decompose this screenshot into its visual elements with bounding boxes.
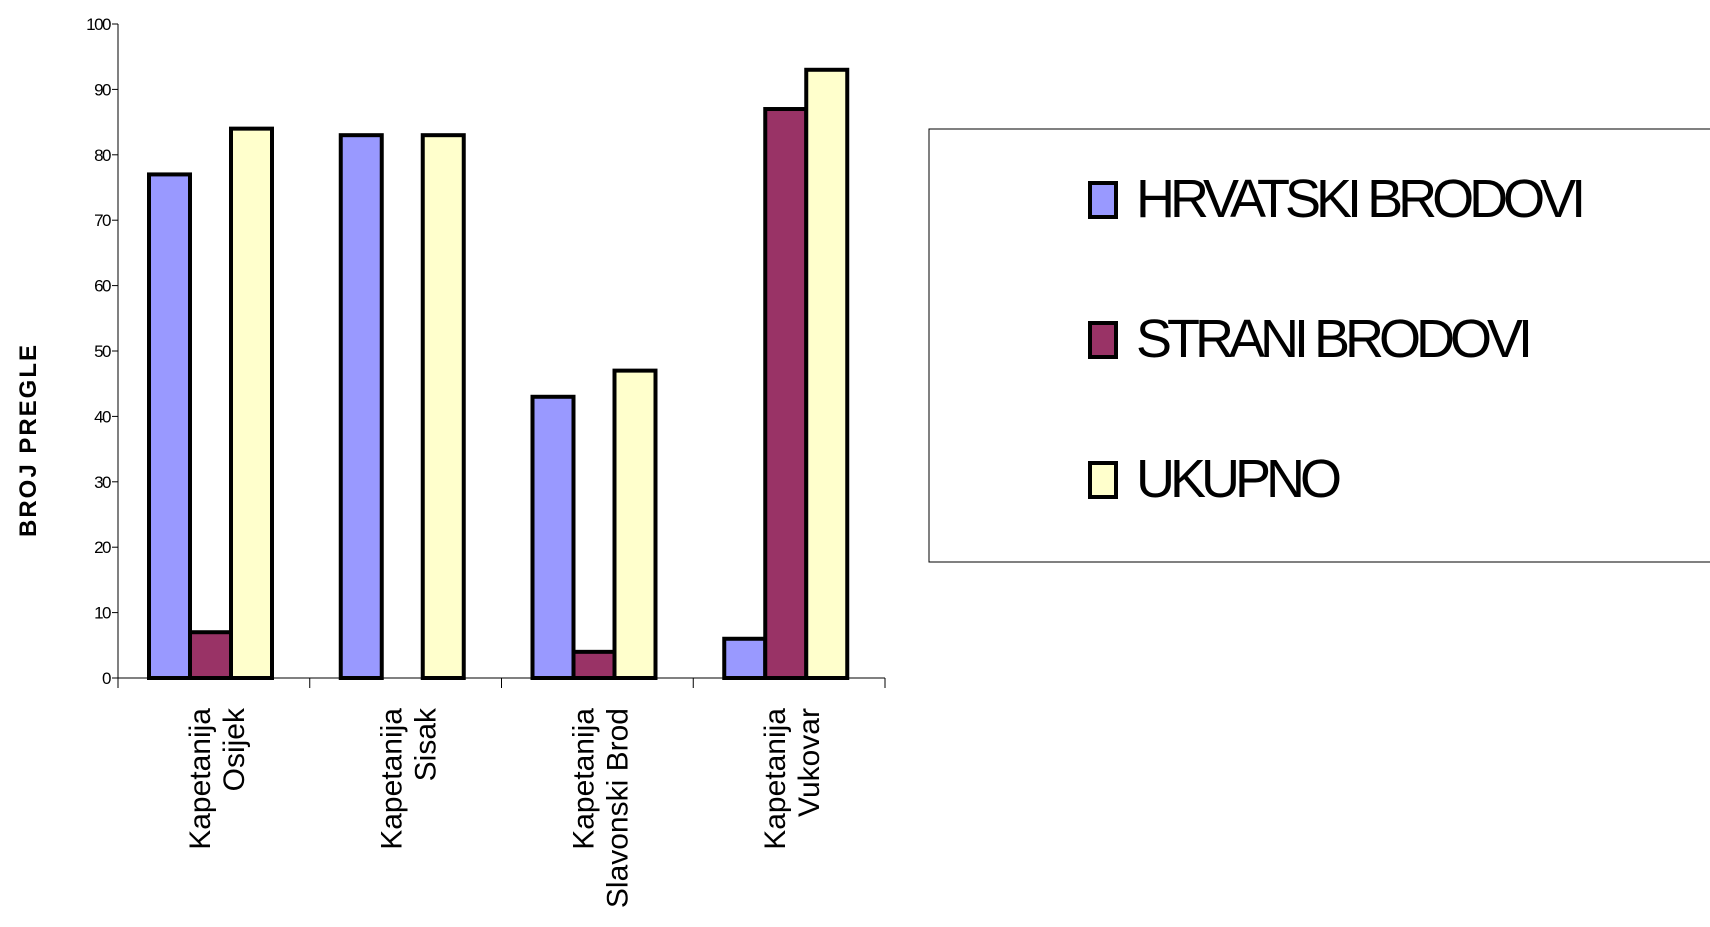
category-label: Kapetanija Sisak [376, 707, 443, 850]
bar [763, 107, 809, 680]
y-tick-label: 30 [94, 473, 111, 492]
category-label: Kapetanija Osijek [184, 707, 251, 850]
category-label-line: Kapetanija [567, 708, 600, 850]
bar [338, 133, 384, 680]
bar [804, 67, 850, 680]
bar [229, 126, 274, 680]
y-tick-label: 70 [94, 211, 111, 230]
y-tick-label: 40 [94, 407, 111, 426]
y-tick-labels: 0 10 20 30 40 50 60 70 80 90 100 [86, 15, 112, 688]
legend-label: UKUPNO [1136, 449, 1340, 509]
bars [147, 67, 850, 681]
category-label-line: Vukovar [793, 708, 826, 817]
legend-item: STRANI BRODOVI [1088, 309, 1534, 369]
legend-item: UKUPNO [1088, 449, 1345, 509]
category-label: Kapetanija Slavonski Brod [567, 708, 634, 908]
legend-swatch [1088, 461, 1118, 499]
bar [147, 172, 192, 680]
category-labels: Kapetanija Osijek Kapetanija Sisak Kapetanij… [184, 707, 826, 908]
bar [612, 368, 658, 680]
category-label-line: Kapetanija [759, 708, 792, 850]
y-tick-label: 90 [94, 80, 111, 99]
y-tick-label: 100 [86, 15, 111, 34]
legend-swatch [1088, 321, 1118, 359]
bar [530, 394, 576, 680]
category-label-line: Slavonski Brod [601, 708, 634, 908]
y-tick-label: 20 [94, 538, 111, 557]
category-label-line: Osijek [218, 707, 251, 791]
bar [722, 636, 768, 681]
category-label-line: Sisak [410, 707, 443, 781]
y-tick-label: 80 [94, 146, 111, 165]
bar [420, 133, 466, 680]
y-tick-label: 60 [94, 277, 111, 296]
category-label-line: Kapetanija [376, 708, 409, 850]
y-axis-label: BROJ PREGLE [15, 343, 42, 537]
legend-box [928, 128, 1710, 563]
legend-swatch [1088, 181, 1118, 219]
bar [188, 630, 233, 680]
y-tick-label: 50 [94, 342, 111, 361]
legend: HRVATSKI BRODOVI STRANI BRODOVI UKUPNO [928, 128, 1710, 563]
legend-item: HRVATSKI BRODOVI [1088, 169, 1587, 229]
category-label: Kapetanija Vukovar [759, 708, 826, 850]
category-label-line: Kapetanija [184, 708, 217, 850]
legend-label: STRANI BRODOVI [1136, 309, 1529, 369]
y-tick-label: 10 [94, 604, 111, 623]
y-tick-label: 0 [102, 669, 111, 688]
bar [571, 649, 617, 681]
legend-label: HRVATSKI BRODOVI [1136, 169, 1582, 229]
